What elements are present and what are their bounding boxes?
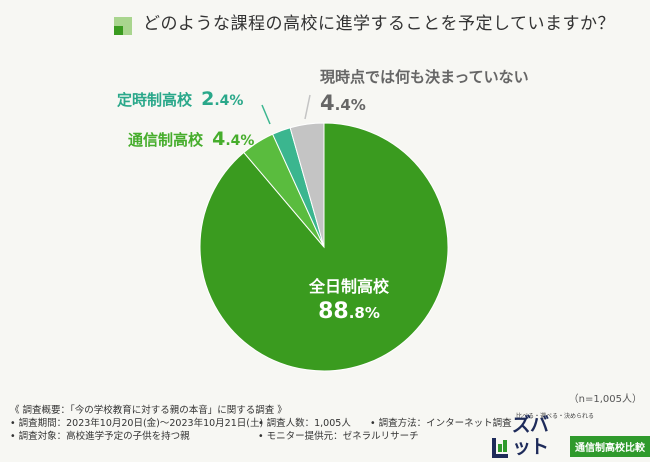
slice-name-undecided: 現時点では何も決まっていない [320,68,529,86]
slice-pct-zennichi-sub: .8% [348,304,380,322]
zubat-logo: ズバット 通信制高校比較 [492,414,650,458]
logo-tagline: 比べる・選べる・決められる [516,413,595,420]
slice-label-undecided: 現時点では何も決まっていない 4.4% [320,66,529,115]
squares-icon [114,17,132,35]
slice-pct-teiji-main: 2 [201,88,215,110]
chart-title-block: どのような課程の高校に進学することを予定していますか？ [114,6,615,36]
survey-method: • 調査方法：インターネット調査 [370,418,512,429]
logo-badge: 通信制高校比較 [570,436,650,457]
survey-provider: • モニター提供元：ゼネラルリサーチ [258,431,419,442]
slice-pct-undecided-sub: .4% [334,96,366,114]
survey-target: • 調査対象：高校進学予定の子供を持つ親 [10,431,190,442]
slice-pct-undecided-main: 4 [320,91,335,115]
slice-pct-teiji-sub: .4% [214,93,244,109]
survey-summary: 《 調査概要：「今の学校教育に対する親の本音」に関する調査 》 • 調査期間：2… [10,404,512,443]
logo-name: ズバット [512,414,549,458]
slice-pct-tsushin-main: 4 [212,128,226,150]
pie-chart [199,94,449,372]
slice-label-zennichi: 全日制高校 88.8% [304,273,394,324]
logo-mark-icon [492,436,508,458]
slice-label-teiji: 定時制高校 2.4% [117,88,243,110]
chart-title: どのような課程の高校に進学することを予定していますか？ [143,13,615,34]
leader-line-undecided [304,94,311,120]
leader-line-teishi [261,104,271,125]
slice-name-zennichi: 全日制高校 [308,277,389,296]
survey-count: • 調査人数：1,005人 [258,418,351,429]
sample-size-note: （n=1,005人） [568,394,642,405]
survey-period: • 調査期間：2023年10月20日(金)〜2023年10月21日(土) [10,418,264,429]
slice-label-tsushin: 通信制高校 4.4% [128,128,254,150]
slice-pct-zennichi-main: 88 [318,299,349,324]
slice-name-teiji: 定時制高校 [117,91,193,109]
survey-heading: 《 調査概要：「今の学校教育に対する親の本音」に関する調査 》 [10,405,287,416]
pie-slice-undecided [289,122,325,248]
slice-pct-tsushin-sub: .4% [225,133,255,149]
slice-name-tsushin: 通信制高校 [128,131,204,149]
